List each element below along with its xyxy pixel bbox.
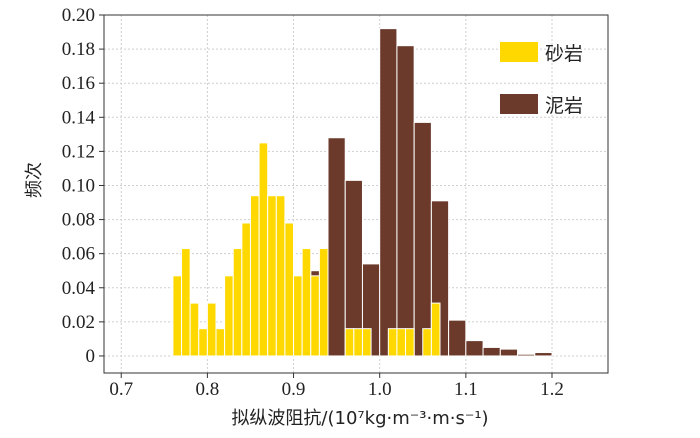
histogram-bar-sandstone [430,302,441,357]
plot-frame [103,14,609,374]
x-tick-label: 0.9 [282,379,306,400]
histogram-bar-mudstone [465,340,484,357]
x-tick-label: 1.1 [454,379,478,400]
histogram-bar-sandstone [422,328,432,357]
histogram-bar-sandstone [189,302,200,357]
y-tick-label: 0.16 [62,73,95,94]
y-tick-label: 0.04 [62,278,96,299]
y-tick-label: 0.08 [62,210,95,231]
x-tick-label: 1.0 [368,379,392,400]
histogram-bar-mudstone [327,137,346,357]
histogram-bar-sandstone [293,275,303,357]
y-tick-label: 0.06 [62,244,95,265]
histogram-bar-mudstone [413,121,432,357]
histogram-bar-sandstone [206,302,217,357]
histogram-bar-mudstone [534,352,553,357]
histogram-bar-sandstone [275,195,286,357]
x-tick-label: 0.8 [196,379,220,400]
histogram-bar-mudstone [482,346,501,357]
histogram-bar-mudstone [396,45,415,357]
histogram-bar-sandstone [301,248,312,357]
histogram-bar-sandstone [241,222,251,357]
x-tick-label: 0.7 [109,379,133,400]
histogram-bar-sandstone [267,195,277,357]
histogram-bar-mudstone [448,319,467,357]
histogram-bar-sandstone [232,248,243,357]
histogram-bar-sandstone [310,275,320,357]
y-tick-label: 0.10 [62,175,95,196]
histogram-bar-mudstone [499,348,519,357]
legend-swatch [500,42,538,62]
histogram-bar-sandstone [249,195,260,357]
histogram-bar-sandstone [284,222,295,357]
y-tick-label: 0 [86,346,96,367]
histogram-bar-sandstone [198,328,208,357]
histogram-bar-sandstone [405,328,415,357]
histogram-bar-sandstone [172,275,183,357]
histogram-bars [172,28,553,357]
y-axis-title: 频次 [24,162,45,198]
x-tick-label: 1.2 [540,379,564,400]
y-tick-label: 0.20 [62,5,95,26]
y-tick-label: 0.02 [62,312,95,333]
histogram-bar-sandstone [353,328,363,357]
histogram-bar-sandstone [215,328,226,357]
legend-label: 砂岩 [545,43,583,65]
histogram-bar-sandstone [361,328,372,357]
histogram-bar-sandstone [387,328,398,357]
axes: 0.7 0.8 0.9 1.0 1.1 1.2 0 0.02 0.04 0.06 0.08 0.10 0… [62,5,609,400]
y-tick-label: 0.12 [62,141,95,162]
histogram-bar-mudstone [517,353,536,357]
legend-label: 泥岩 [545,95,583,117]
y-tick-label: 0.18 [62,39,95,60]
histogram-bar-sandstone [258,142,269,357]
histogram-bar-sandstone [396,328,407,357]
histogram-bar-mudstone [379,28,398,357]
histogram-bar-sandstone [344,328,355,357]
y-tick-label: 0.14 [62,107,96,128]
legend-swatch [500,94,538,114]
x-axis-title: 拟纵波阻抗/(10⁷kg·m⁻³·m·s⁻¹) [231,408,488,429]
histogram-bar-sandstone [224,275,234,357]
histogram-bar-sandstone [318,248,329,357]
histogram-bar-sandstone [181,248,191,357]
